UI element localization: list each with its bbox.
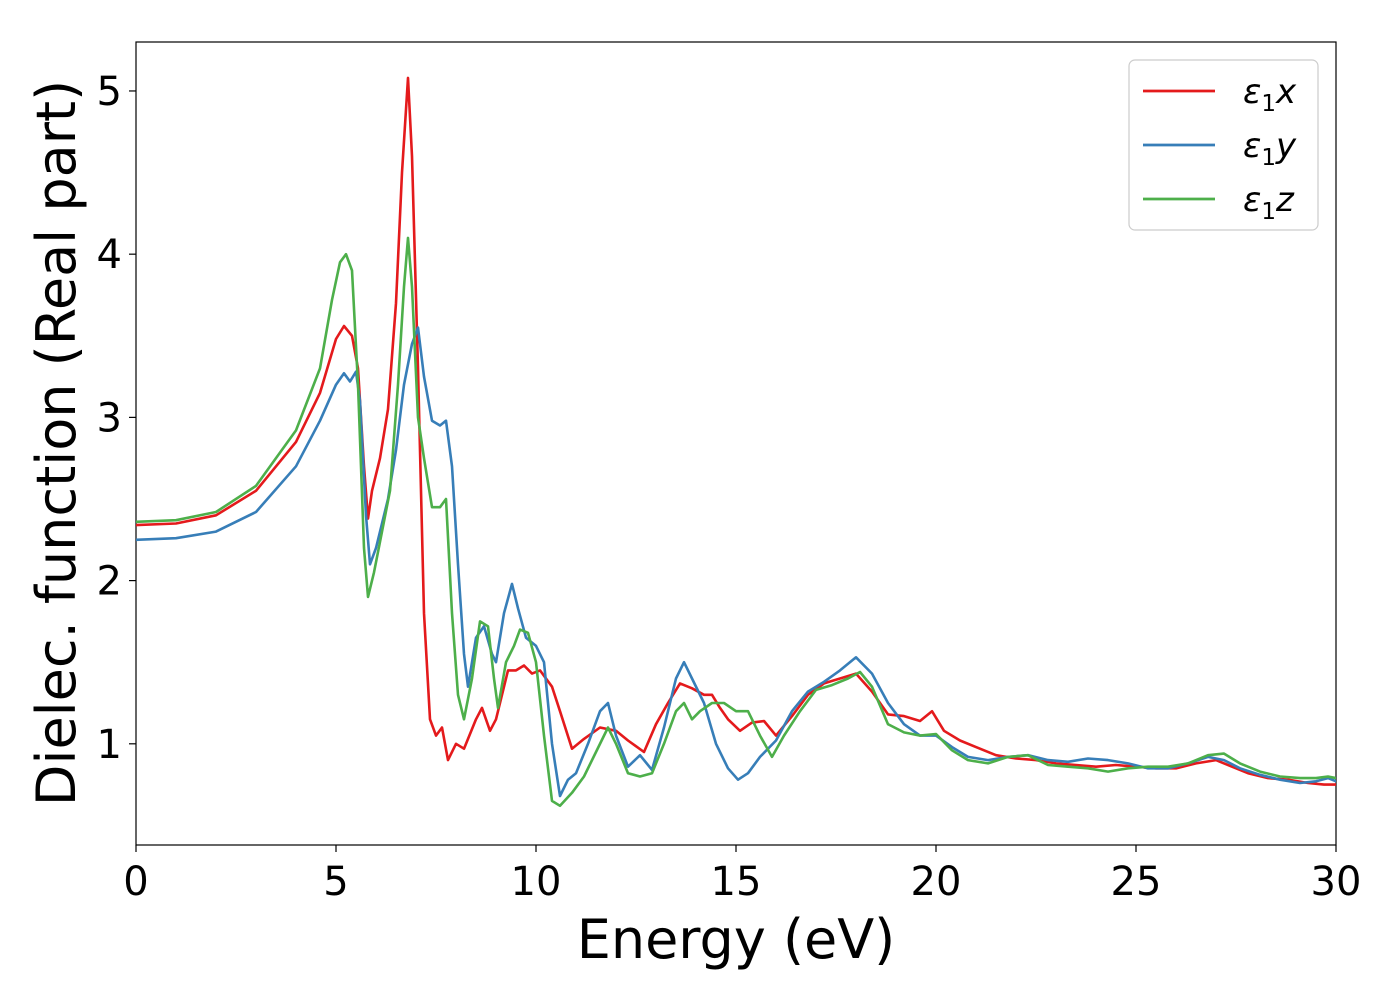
legend-label-2: ε1y bbox=[1243, 126, 1297, 171]
legend-subscript: 1 bbox=[1261, 91, 1276, 117]
legend-box bbox=[1128, 59, 1319, 231]
x-axis-label: Energy (eV) bbox=[577, 908, 896, 971]
series-line-3 bbox=[136, 236, 1336, 808]
series-layer bbox=[136, 76, 1336, 808]
x-tick-label: 15 bbox=[711, 859, 762, 905]
x-tick-label: 20 bbox=[911, 859, 962, 905]
legend-subscript: 1 bbox=[1261, 145, 1276, 171]
x-axis-ticks: 0 5 10 15 20 25 30 bbox=[123, 845, 1361, 905]
x-tick-label: 10 bbox=[511, 859, 562, 905]
x-tick-label: 5 bbox=[323, 859, 348, 905]
x-tick-label: 30 bbox=[1311, 859, 1362, 905]
y-tick-label: 3 bbox=[97, 395, 122, 441]
legend-label-3: ε1z bbox=[1243, 180, 1295, 225]
series-line-2 bbox=[136, 326, 1336, 798]
legend-symbol: ε bbox=[1243, 126, 1261, 166]
legend-component: x bbox=[1275, 72, 1297, 112]
legend-component: z bbox=[1275, 180, 1295, 220]
legend-subscript: 1 bbox=[1261, 199, 1276, 225]
legend-symbol: ε bbox=[1243, 180, 1261, 220]
y-tick-label: 1 bbox=[97, 722, 122, 768]
legend-component: y bbox=[1275, 126, 1297, 166]
x-tick-label: 25 bbox=[1111, 859, 1162, 905]
series-line-1 bbox=[136, 76, 1336, 786]
legend-symbol: ε bbox=[1243, 72, 1261, 112]
y-tick-label: 5 bbox=[97, 69, 122, 115]
y-tick-label: 4 bbox=[97, 232, 122, 278]
y-tick-label: 2 bbox=[97, 559, 122, 605]
y-axis-label: Dielec. function (Real part) bbox=[25, 80, 88, 806]
legend-label-1: ε1x bbox=[1243, 72, 1297, 117]
y-axis-ticks: 1 2 3 4 5 bbox=[97, 69, 136, 768]
x-tick-label: 0 bbox=[123, 859, 148, 905]
